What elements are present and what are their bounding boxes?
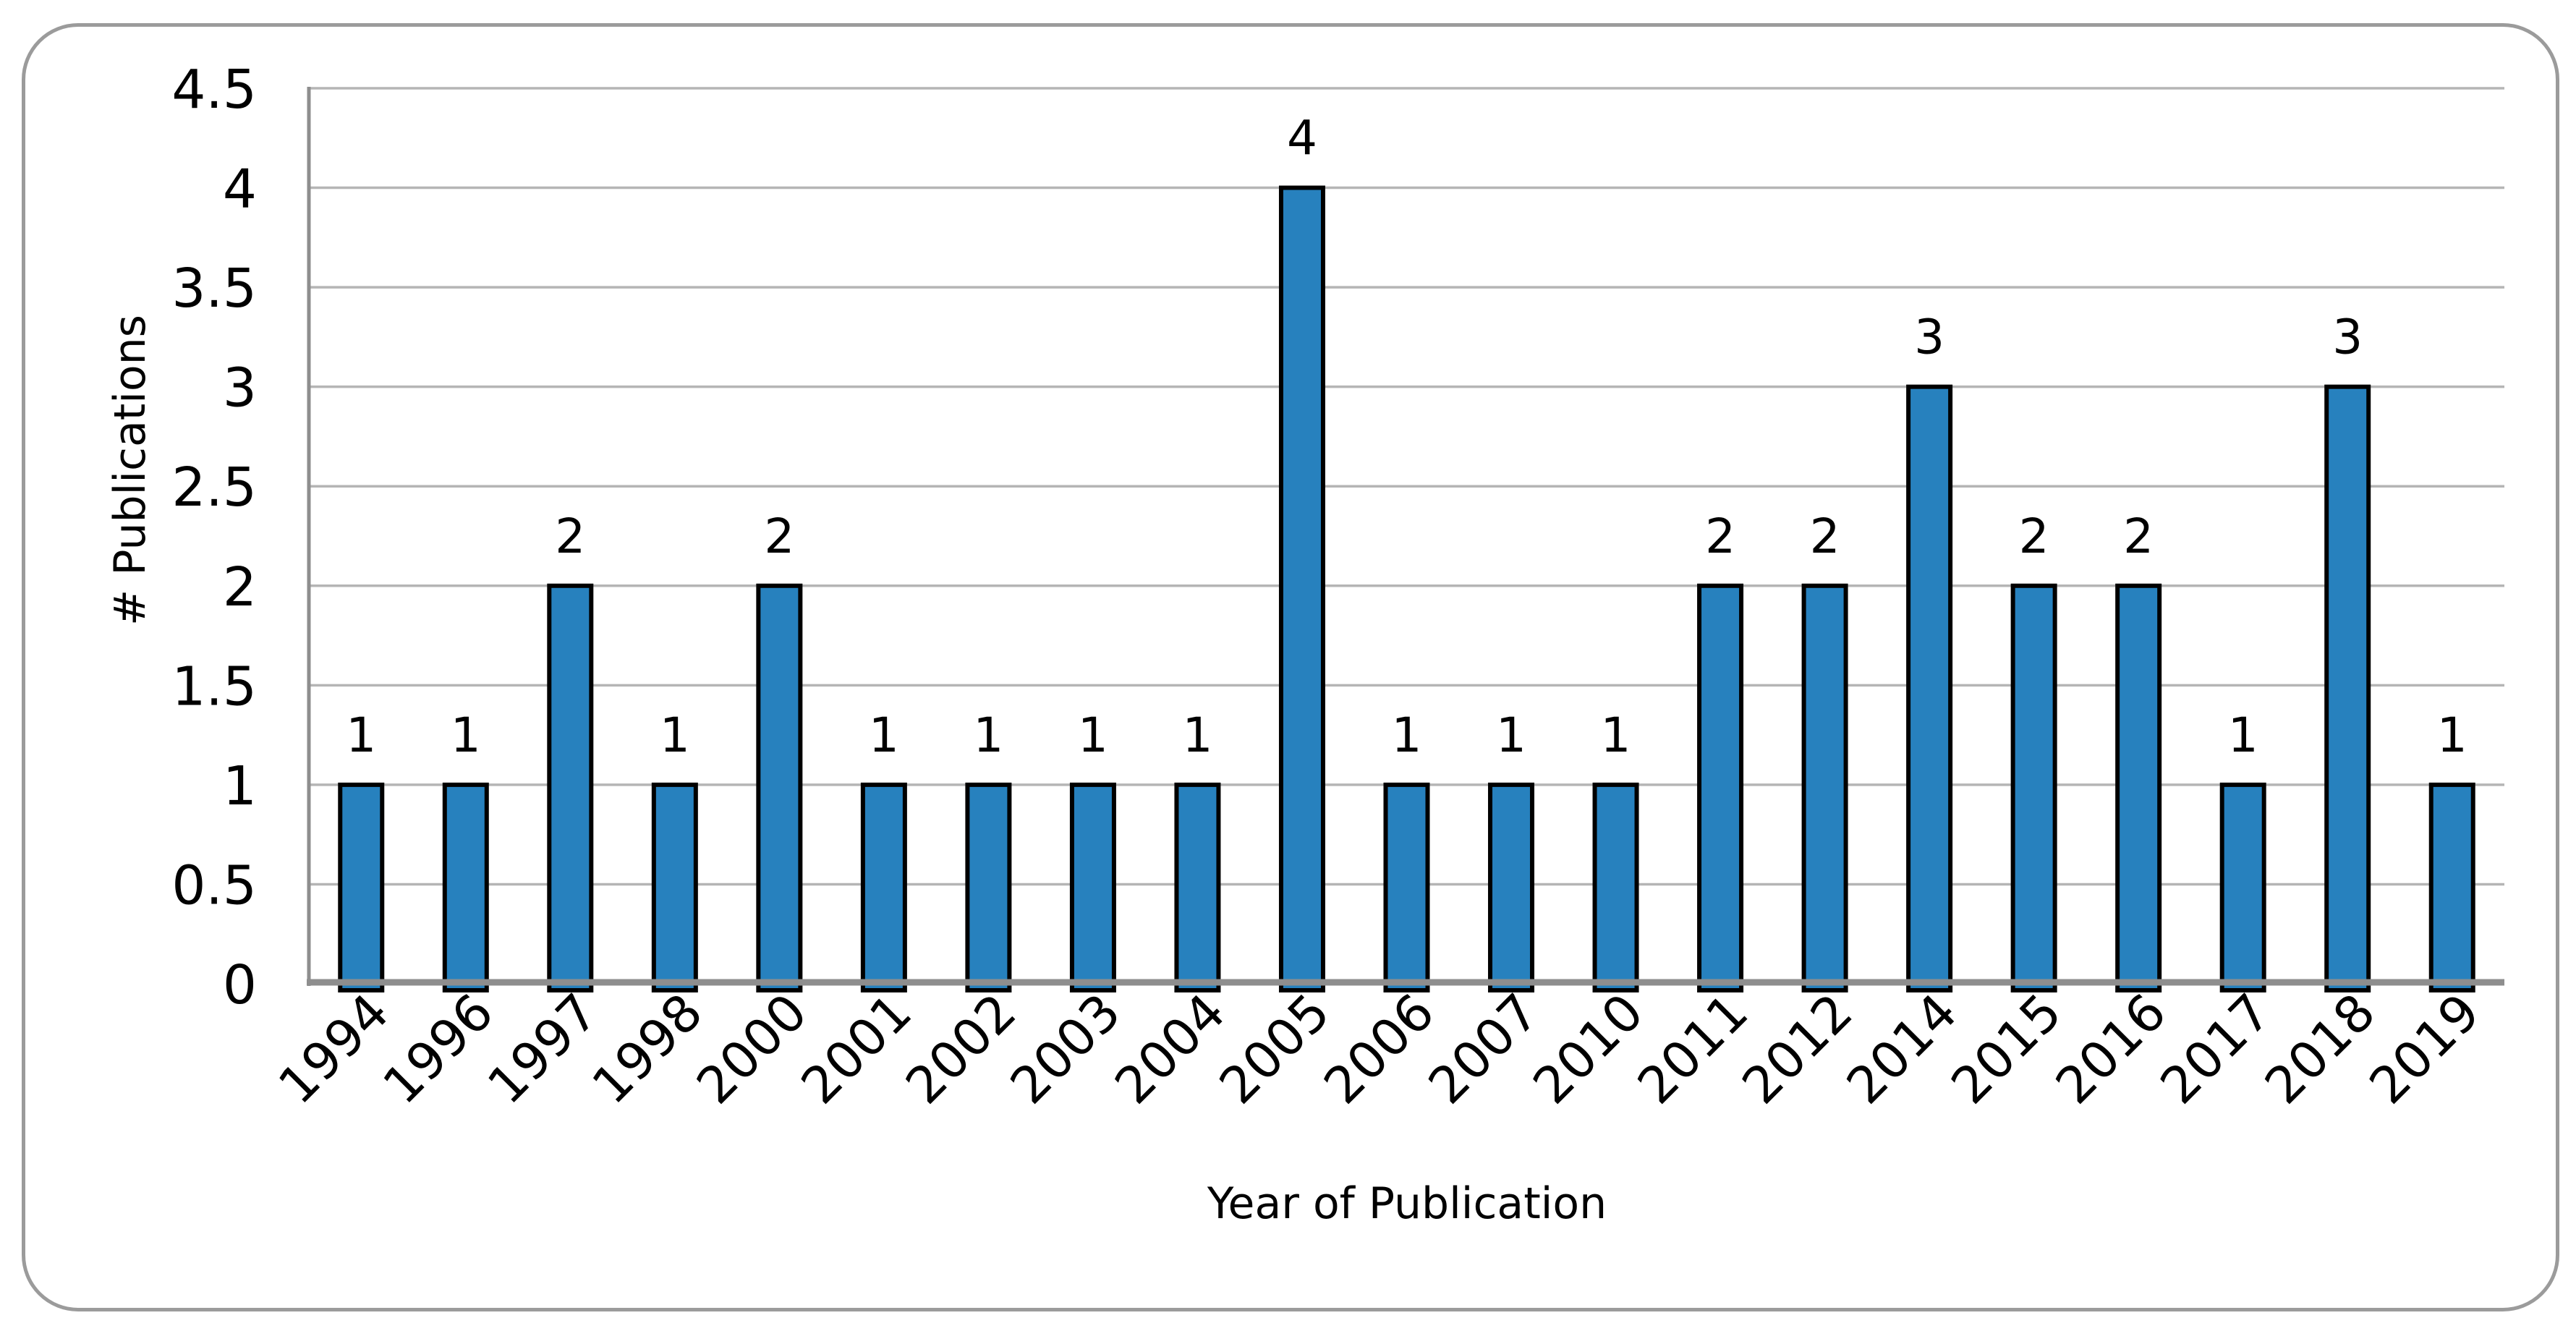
bar-1994 [338,782,385,993]
x-tick-label: 2018 [2253,982,2386,1115]
x-axis-title: Year of Publication [1207,1178,1607,1229]
x-tick-label: 2015 [1940,982,2073,1115]
data-label: 4 [1287,111,1317,166]
data-label: 1 [1078,707,1108,763]
x-tick-label: 2005 [1208,982,1341,1115]
x-tick-label: 2007 [1417,982,1550,1115]
x-tick-label: 2002 [894,982,1027,1115]
bar-2019 [2428,782,2475,993]
data-label: 1 [2228,707,2258,763]
bar-2012 [1801,583,1848,992]
x-tick-label: 1997 [476,982,609,1115]
data-label: 1 [346,707,376,763]
data-label: 1 [1496,707,1526,763]
bar-2002 [965,782,1012,993]
bar-2015 [2010,583,2057,992]
bar-2005 [1278,185,1325,992]
bar-2006 [1383,782,1430,993]
axes [307,87,2504,986]
data-label: 2 [2019,509,2049,564]
x-tick-label: 2019 [2358,982,2491,1115]
x-tick-label: 2006 [1313,982,1446,1115]
x-tick-label: 2016 [2044,982,2177,1115]
y-tick-label: 3 [223,357,257,420]
x-tick-label: 2012 [1731,982,1864,1115]
data-label: 1 [1392,707,1422,763]
x-tick-label: 2011 [1626,982,1759,1115]
y-tick-label: 2 [223,556,257,618]
bar-2007 [1488,782,1535,993]
bars [338,185,2475,993]
bar-2011 [1697,583,1744,992]
x-tick-label: 1996 [372,982,505,1115]
y-tick-label: 1 [223,755,257,817]
y-tick-label: 4 [223,158,257,221]
x-tick-label: 2017 [2149,982,2282,1115]
bar-2010 [1592,782,1639,993]
bar-2017 [2219,782,2266,993]
bar-2003 [1069,782,1116,993]
x-tick-label: 1994 [267,982,400,1115]
x-tick-label: 2000 [685,982,818,1115]
x-tick-label: 2004 [1104,982,1237,1115]
bar-1998 [651,782,698,993]
gridlines [309,87,2504,886]
y-tick-label: 1.5 [171,655,257,718]
data-label: 2 [1705,509,1735,564]
y-tick-label: 2.5 [171,456,257,519]
y-tick-label: 3.5 [171,258,257,320]
data-label: 1 [1182,707,1212,763]
y-tick-label: 4.5 [171,59,257,121]
data-label: 1 [973,707,1003,763]
data-label: 1 [660,707,690,763]
x-tick-label: 2001 [790,982,923,1115]
data-label: 3 [1914,310,1944,365]
bar-2014 [1906,384,1953,992]
data-label: 2 [1810,509,1840,564]
y-tick-label: 0 [223,954,257,1016]
data-label: 3 [2332,310,2363,365]
data-label: 1 [451,707,481,763]
bar-2018 [2324,384,2371,992]
x-tick-label: 2010 [1522,982,1655,1115]
x-tick-label: 1998 [581,982,714,1115]
data-label: 2 [2123,509,2154,564]
y-axis-title: # Publications [105,315,156,626]
bar-1996 [442,782,489,993]
data-label: 1 [1601,707,1631,763]
bar-2016 [2115,583,2162,992]
data-label: 2 [764,509,794,564]
data-label: 1 [869,707,899,763]
data-label: 2 [555,509,585,564]
y-tick-label: 0.5 [171,854,257,917]
x-tick-label: 2014 [1835,982,1968,1115]
bar-1997 [547,583,594,992]
bar-2004 [1174,782,1221,993]
bar-2001 [860,782,907,993]
x-tick-label: 2003 [999,982,1132,1115]
data-label: 1 [2437,707,2467,763]
bar-2000 [756,583,803,992]
